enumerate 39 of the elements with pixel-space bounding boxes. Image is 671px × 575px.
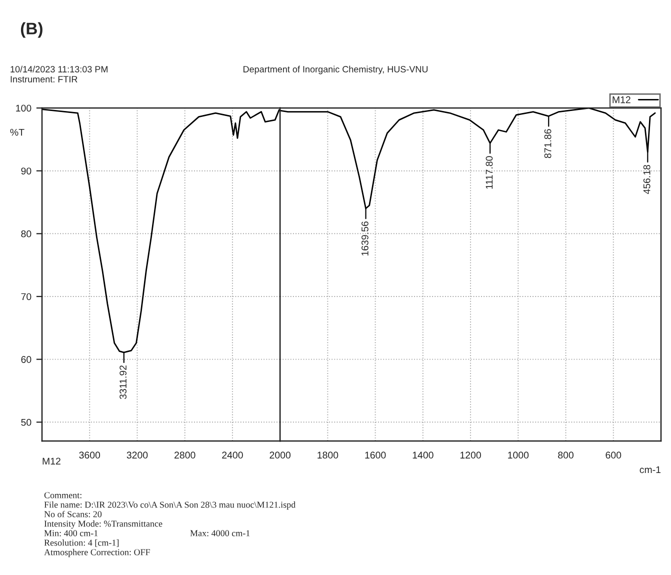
text: Min: 400 cm-1 <box>44 530 98 536</box>
text: M12 <box>42 458 60 465</box>
x-tick-label: 1000 <box>508 452 529 459</box>
y-tick-label: 80 <box>21 230 32 238</box>
x-tick-label: 1400 <box>412 452 434 459</box>
chart-title: (B) <box>20 22 42 38</box>
text: Comment: <box>44 492 82 498</box>
text: File name: D:\IR 2023\Vo co\A Son\A Son 28\3 mau nuoc\M121.ispd <box>44 501 296 510</box>
x-tick-label: 2800 <box>174 452 196 459</box>
text: 10/14/2023 11:13:03 PM <box>10 66 108 72</box>
y-tick-label: 50 <box>21 418 32 426</box>
x-tick-label: 1600 <box>365 452 386 459</box>
x-tick-label: 3200 <box>126 452 148 459</box>
text: Department of Inorganic Chemistry, HUS-VNU <box>244 66 428 74</box>
x-tick-label: 3600 <box>79 452 100 459</box>
y-tick-label: 60 <box>21 356 32 363</box>
x-tick-label: 2400 <box>222 452 243 459</box>
x-axis-title: cm-1 <box>640 466 661 474</box>
x-tick-label: 1800 <box>318 452 338 459</box>
text: Intensity Mode: %Transmittance <box>44 520 162 529</box>
annotation: 3311.92 <box>120 365 127 400</box>
text: Atmosphere Correction: OFF <box>44 548 150 558</box>
legend-label: M12 <box>612 96 630 104</box>
text: Instrument: FTIR <box>10 76 78 82</box>
text: No of Scans: 20 <box>44 510 102 518</box>
annotation: 871.86 <box>544 129 552 158</box>
x-tick-label: 2000 <box>270 452 291 459</box>
annotation: 1117.80 <box>486 156 493 189</box>
x-tick-label: 800 <box>558 452 574 459</box>
y-tick-label: 70 <box>21 293 32 300</box>
y-tick-label: 100 <box>16 104 32 112</box>
x-tick-label: 1200 <box>460 452 481 459</box>
x-tick-label: 600 <box>606 452 622 459</box>
annotation: 1639.56 <box>362 222 368 256</box>
y-axis-title: %T <box>10 128 24 136</box>
annotation: 456.18 <box>643 164 650 194</box>
y-tick-label: 90 <box>21 168 32 174</box>
text: Resolution: 4 [cm-1] <box>44 539 119 547</box>
text: Max: 4000 cm-1 <box>190 530 250 536</box>
